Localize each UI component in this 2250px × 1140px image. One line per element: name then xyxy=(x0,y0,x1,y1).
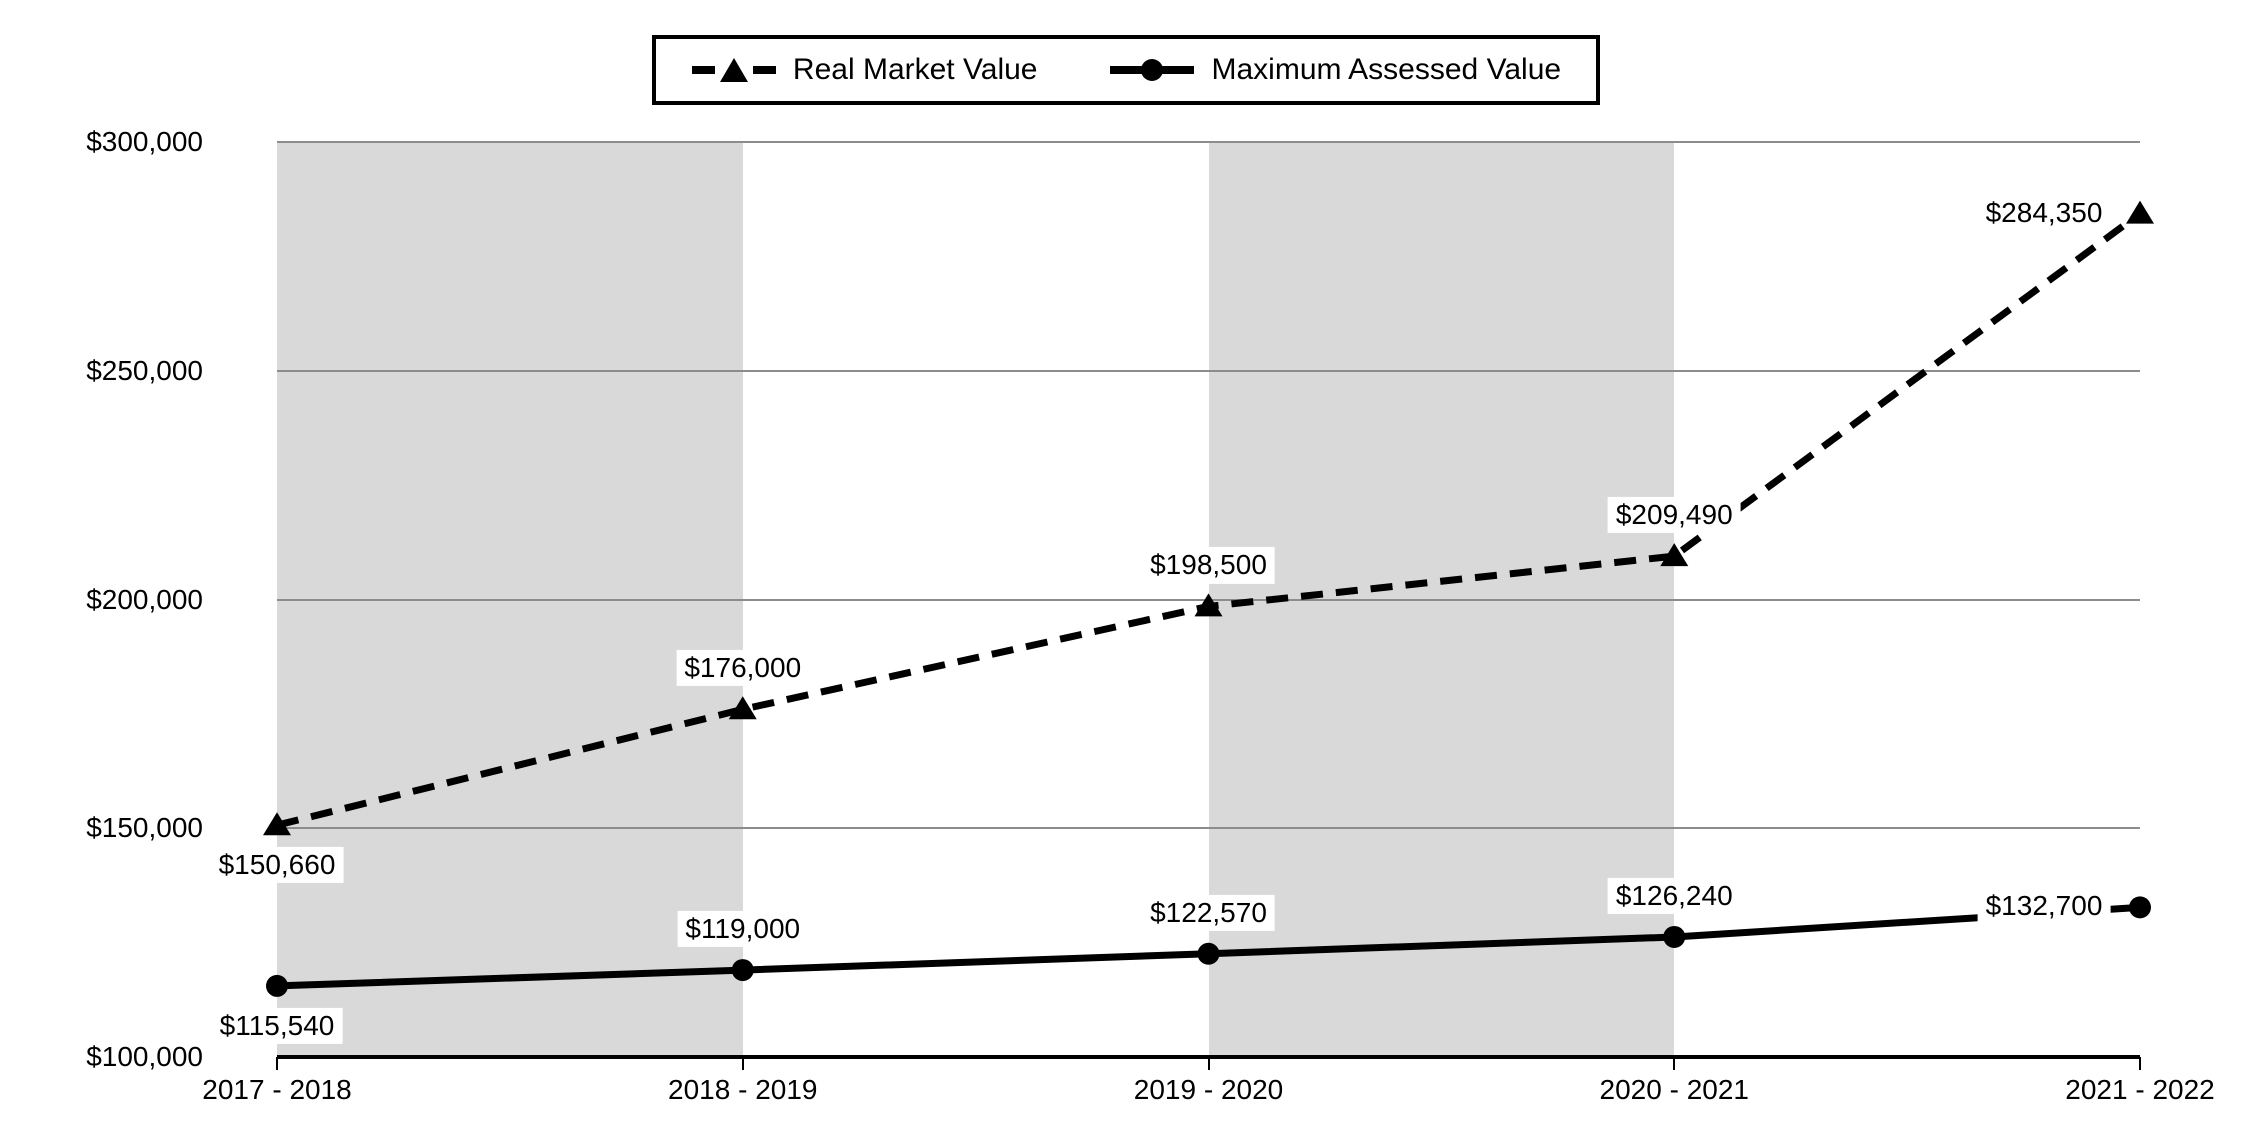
x-axis-line xyxy=(277,1055,2140,1059)
data-label-real-market-value: $150,660 xyxy=(210,847,344,884)
legend-item-maximum-assessed-value: Maximum Assessed Value xyxy=(1109,53,1561,87)
x-axis-tick-label: 2017 - 2018 xyxy=(202,1074,352,1105)
y-gridline xyxy=(277,827,2140,830)
x-axis-tick-label: 2019 - 2020 xyxy=(1133,1074,1284,1105)
legend-item-real-market-value: Real Market Value xyxy=(691,53,1038,87)
legend: Real Market Value Maximum Assessed Value xyxy=(652,35,1600,105)
x-axis-tick xyxy=(1207,1057,1210,1070)
solid-line-circle-marker-icon xyxy=(1110,59,1195,81)
circle-marker-maximum-assessed-value xyxy=(1663,925,1686,948)
triangle-marker-real-market-value xyxy=(263,812,291,836)
data-label-maximum-assessed-value: $122,570 xyxy=(1142,894,1275,931)
y-axis-tick-label: $250,000 xyxy=(86,354,203,386)
circle-marker-maximum-assessed-value xyxy=(731,959,754,982)
dashed-line-triangle-marker-icon xyxy=(691,58,776,82)
y-gridline xyxy=(277,141,2140,143)
x-axis-tick xyxy=(2139,1057,2141,1070)
data-label-maximum-assessed-value: $119,000 xyxy=(677,910,809,948)
circle-marker-maximum-assessed-value xyxy=(1197,942,1220,965)
x-axis-tick-label: 2018 - 2019 xyxy=(668,1074,818,1105)
series-line-real-market-value xyxy=(276,210,2143,829)
triangle-marker-real-market-value xyxy=(2126,200,2154,224)
data-label-real-market-value: $198,500 xyxy=(1142,547,1275,584)
data-label-maximum-assessed-value: $115,540 xyxy=(211,1007,343,1044)
triangle-marker-real-market-value xyxy=(1660,543,1689,567)
circle-marker-maximum-assessed-value xyxy=(266,974,288,997)
series-plot xyxy=(263,200,2154,997)
y-axis-tick-label: $100,000 xyxy=(86,1041,203,1072)
x-axis-tick xyxy=(1673,1057,1676,1070)
y-axis-tick-label: $150,000 xyxy=(86,812,203,844)
triangle-marker-real-market-value xyxy=(728,696,757,720)
legend-label-maximum-assessed-value: Maximum Assessed Value xyxy=(1211,53,1562,86)
y-axis-tick-label: $300,000 xyxy=(86,126,203,157)
x-axis-tick-label: 2021 - 2022 xyxy=(2065,1074,2215,1105)
data-label-maximum-assessed-value: $132,700 xyxy=(1977,888,2111,925)
x-axis-tick xyxy=(741,1057,744,1070)
x-axis-tick-label: 2020 - 2021 xyxy=(1599,1074,1749,1105)
x-axis-tick xyxy=(276,1057,278,1070)
data-label-real-market-value: $209,490 xyxy=(1607,496,1741,534)
data-label-real-market-value: $176,000 xyxy=(676,650,810,687)
data-label-maximum-assessed-value: $126,240 xyxy=(1607,877,1741,915)
plot-area: $150,660 $176,000 $198,500 $209,490 $284,350… xyxy=(210,141,2154,1059)
legend-label-real-market-value: Real Market Value xyxy=(792,53,1038,86)
data-label-real-market-value: $284,350 xyxy=(1977,194,2111,231)
circle-marker-maximum-assessed-value xyxy=(2129,896,2151,919)
triangle-marker-real-market-value xyxy=(1194,593,1223,617)
y-axis-tick-label: $200,000 xyxy=(86,583,203,615)
y-gridline xyxy=(277,369,2140,372)
